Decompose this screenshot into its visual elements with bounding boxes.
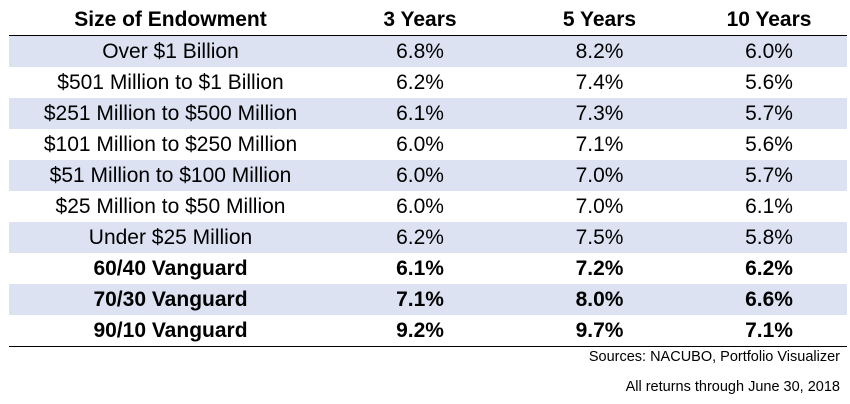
row-label-cell: 90/10 Vanguard — [9, 315, 332, 347]
returns-table-container: Size of Endowment 3 Years 5 Years 10 Yea… — [9, 4, 847, 347]
return-5-years-cell: 9.7% — [508, 315, 691, 347]
row-label-cell: $251 Million to $500 Million — [9, 98, 332, 129]
row-label-cell: 70/30 Vanguard — [9, 284, 332, 315]
return-10-years-cell: 6.6% — [691, 284, 847, 315]
return-3-years-cell: 6.1% — [396, 256, 444, 280]
table-header: Size of Endowment 3 Years 5 Years 10 Yea… — [9, 4, 847, 36]
return-10-years-cell: 6.2% — [745, 256, 793, 280]
row-label-cell: 60/40 Vanguard — [93, 256, 248, 280]
return-3-years-cell: 7.1% — [332, 284, 508, 315]
row-label-cell: Over $1 Billion — [9, 35, 332, 67]
returns-date-note: All returns through June 30, 2018 — [625, 379, 840, 395]
footnotes: Sources: NACUBO, Portfolio Visualizer Al… — [589, 349, 840, 404]
table-row: $51 Million to $100 Million 6.0% 7.0% 5.7% — [9, 160, 847, 191]
return-5-years-cell: 7.3% — [508, 98, 691, 129]
return-3-years-cell: 6.8% — [332, 35, 508, 67]
return-5-years-cell: 7.0% — [575, 194, 624, 218]
table-row: Over $1 Billion 6.8% 8.2% 6.0% — [9, 35, 847, 67]
return-5-years-cell: 7.1% — [575, 132, 624, 156]
return-3-years-cell: 9.2% — [332, 315, 508, 347]
header-3-years: 3 Years — [332, 4, 508, 36]
return-5-years-cell: 7.5% — [508, 222, 691, 253]
row-label-cell: $101 Million to $250 Million — [43, 132, 298, 156]
header-size-of-endowment: Size of Endowment — [9, 4, 332, 36]
row-label-cell: $501 Million to $1 Billion — [57, 70, 284, 94]
row-label-cell: $51 Million to $100 Million — [9, 160, 332, 191]
sources-note: Sources: NACUBO, Portfolio Visualizer — [588, 349, 840, 365]
return-5-years-cell: 7.0% — [508, 160, 691, 191]
return-10-years-cell: 7.1% — [691, 315, 847, 347]
table-row: $251 Million to $500 Million 6.1% 7.3% 5.7% — [9, 98, 847, 129]
table-row: 90/10 Vanguard 9.2% 9.7% 7.1% — [9, 315, 847, 347]
table-row: 60/40 Vanguard 6.1% 7.2% 6.2% — [9, 253, 847, 284]
return-3-years-cell: 6.0% — [396, 132, 444, 156]
return-5-years-cell: 8.2% — [508, 35, 691, 67]
header-row: Size of Endowment 3 Years 5 Years 10 Yea… — [9, 4, 847, 36]
row-label-cell: $25 Million to $50 Million — [55, 194, 286, 218]
table-row: $25 Million to $50 Million 6.0% 7.0% 6.1% — [9, 191, 847, 222]
return-10-years-cell: 5.6% — [745, 70, 793, 94]
header-10-years: 10 Years — [691, 4, 847, 36]
return-10-years-cell: 6.1% — [745, 194, 793, 218]
return-10-years-cell: 5.7% — [691, 98, 847, 129]
return-3-years-cell: 6.2% — [332, 222, 508, 253]
table-row: 70/30 Vanguard 7.1% 8.0% 6.6% — [9, 284, 847, 315]
header-5-years: 5 Years — [508, 4, 691, 36]
table-row: $101 Million to $250 Million 6.0% 7.1% 5.6% — [9, 129, 847, 160]
return-10-years-cell: 6.0% — [691, 35, 847, 67]
table-row: Under $25 Million 6.2% 7.5% 5.8% — [9, 222, 847, 253]
table-row: $501 Million to $1 Billion 6.2% 7.4% 5.6% — [9, 67, 847, 98]
return-10-years-cell: 5.7% — [691, 160, 847, 191]
return-10-years-cell: 5.8% — [691, 222, 847, 253]
row-label-cell: Under $25 Million — [9, 222, 332, 253]
return-3-years-cell: 6.0% — [396, 194, 444, 218]
endowment-returns-table: Size of Endowment 3 Years 5 Years 10 Yea… — [9, 4, 847, 347]
return-5-years-cell: 8.0% — [508, 284, 691, 315]
return-3-years-cell: 6.0% — [332, 160, 508, 191]
return-5-years-cell: 7.4% — [575, 70, 624, 94]
return-5-years-cell: 7.2% — [575, 256, 624, 280]
return-3-years-cell: 6.1% — [332, 98, 508, 129]
table-body: Over $1 Billion 6.8% 8.2% 6.0% $501 Million … — [9, 35, 847, 347]
return-10-years-cell: 5.6% — [745, 132, 793, 156]
return-3-years-cell: 6.2% — [396, 70, 444, 94]
